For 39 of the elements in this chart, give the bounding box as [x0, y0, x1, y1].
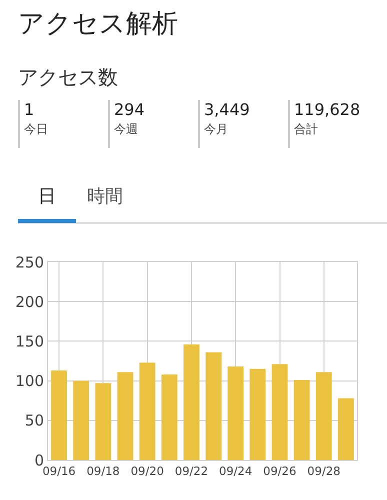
bar [161, 374, 178, 460]
bar [272, 364, 288, 460]
x-tick-label: 09/20 [130, 464, 164, 478]
x-tick-label: 09/22 [174, 464, 208, 478]
chart-title: アクセス解析 [18, 8, 178, 41]
text: 119,628 [294, 100, 362, 119]
bar [139, 362, 156, 460]
x-tick-label: 09/24 [219, 464, 252, 478]
bar [184, 344, 200, 460]
bar [316, 372, 332, 460]
x-tick-label: 09/26 [263, 464, 296, 478]
bar [206, 352, 222, 460]
bar [117, 372, 134, 460]
y-tick-label: 100 [15, 372, 44, 390]
y-tick-label: 250 [15, 253, 44, 272]
text: 294 [114, 100, 146, 119]
y-tick-label: 50 [24, 412, 44, 430]
text: 今月 [204, 121, 229, 138]
text: 1 [24, 100, 36, 119]
text: 今日 [24, 121, 49, 138]
y-tick-label: 150 [15, 332, 44, 350]
y-tick-label: 200 [15, 292, 44, 311]
text: 今週 [114, 121, 139, 138]
bar [250, 368, 266, 460]
bar [294, 380, 310, 460]
x-tick-label: 09/16 [42, 464, 76, 478]
text: 合計 [294, 121, 319, 138]
bar [73, 380, 90, 460]
text: 日 [37, 185, 57, 209]
bar [338, 398, 354, 460]
x-tick-label: 09/18 [86, 464, 120, 478]
bar [95, 383, 112, 460]
bar [51, 370, 67, 460]
chart-subtitle: アクセス数 [18, 64, 118, 91]
x-tick-label: 09/28 [307, 464, 340, 478]
text: 3,449 [204, 100, 251, 119]
bar [228, 366, 244, 460]
text: 時間 [86, 185, 124, 209]
y-tick-label: 0 [34, 451, 44, 470]
